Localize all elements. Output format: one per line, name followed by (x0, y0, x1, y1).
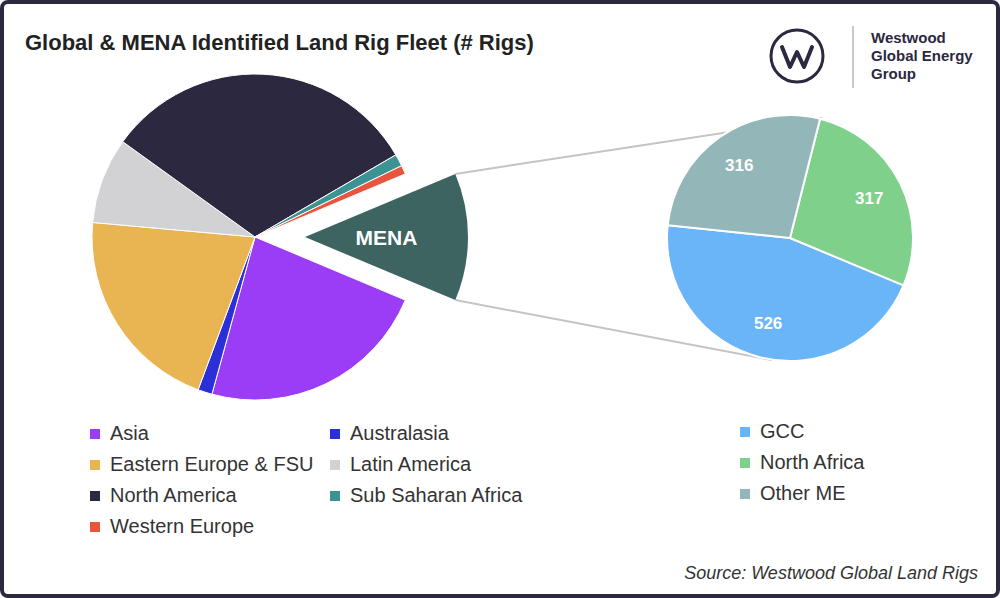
html-text:Western Europe: Western Europe (110, 515, 255, 537)
html-text:GCC: GCC (760, 420, 805, 442)
html-text:Global & MENA Identified Land: Global & MENA Identified Land Rig Fleet … (25, 30, 534, 55)
html-text:North Africa: North Africa (760, 451, 865, 473)
html-text:Australasia: Australasia (350, 422, 449, 444)
svg-text:316: 316 (725, 156, 753, 175)
html-text:Eastern Europe & FSU: Eastern Europe & FSU (110, 453, 314, 475)
html-text:North America: North America (110, 484, 237, 506)
html-text:Asia: Asia (110, 422, 149, 444)
html-text:Global Energy: Global Energy (871, 47, 973, 64)
html-text:Sub Saharan Africa: Sub Saharan Africa (350, 484, 523, 506)
svg-text:317: 317 (855, 189, 883, 208)
svg-text:MENA: MENA (356, 226, 418, 249)
html-text:Other ME: Other ME (760, 482, 846, 504)
html-text:Source: Westwood Global Land R: Source: Westwood Global Land Rigs (684, 563, 978, 583)
svg-text:526: 526 (754, 314, 782, 333)
html-text:Group: Group (871, 65, 916, 82)
html-text:Latin America: Latin America (350, 453, 472, 475)
html-text:Westwood: Westwood (871, 29, 946, 46)
